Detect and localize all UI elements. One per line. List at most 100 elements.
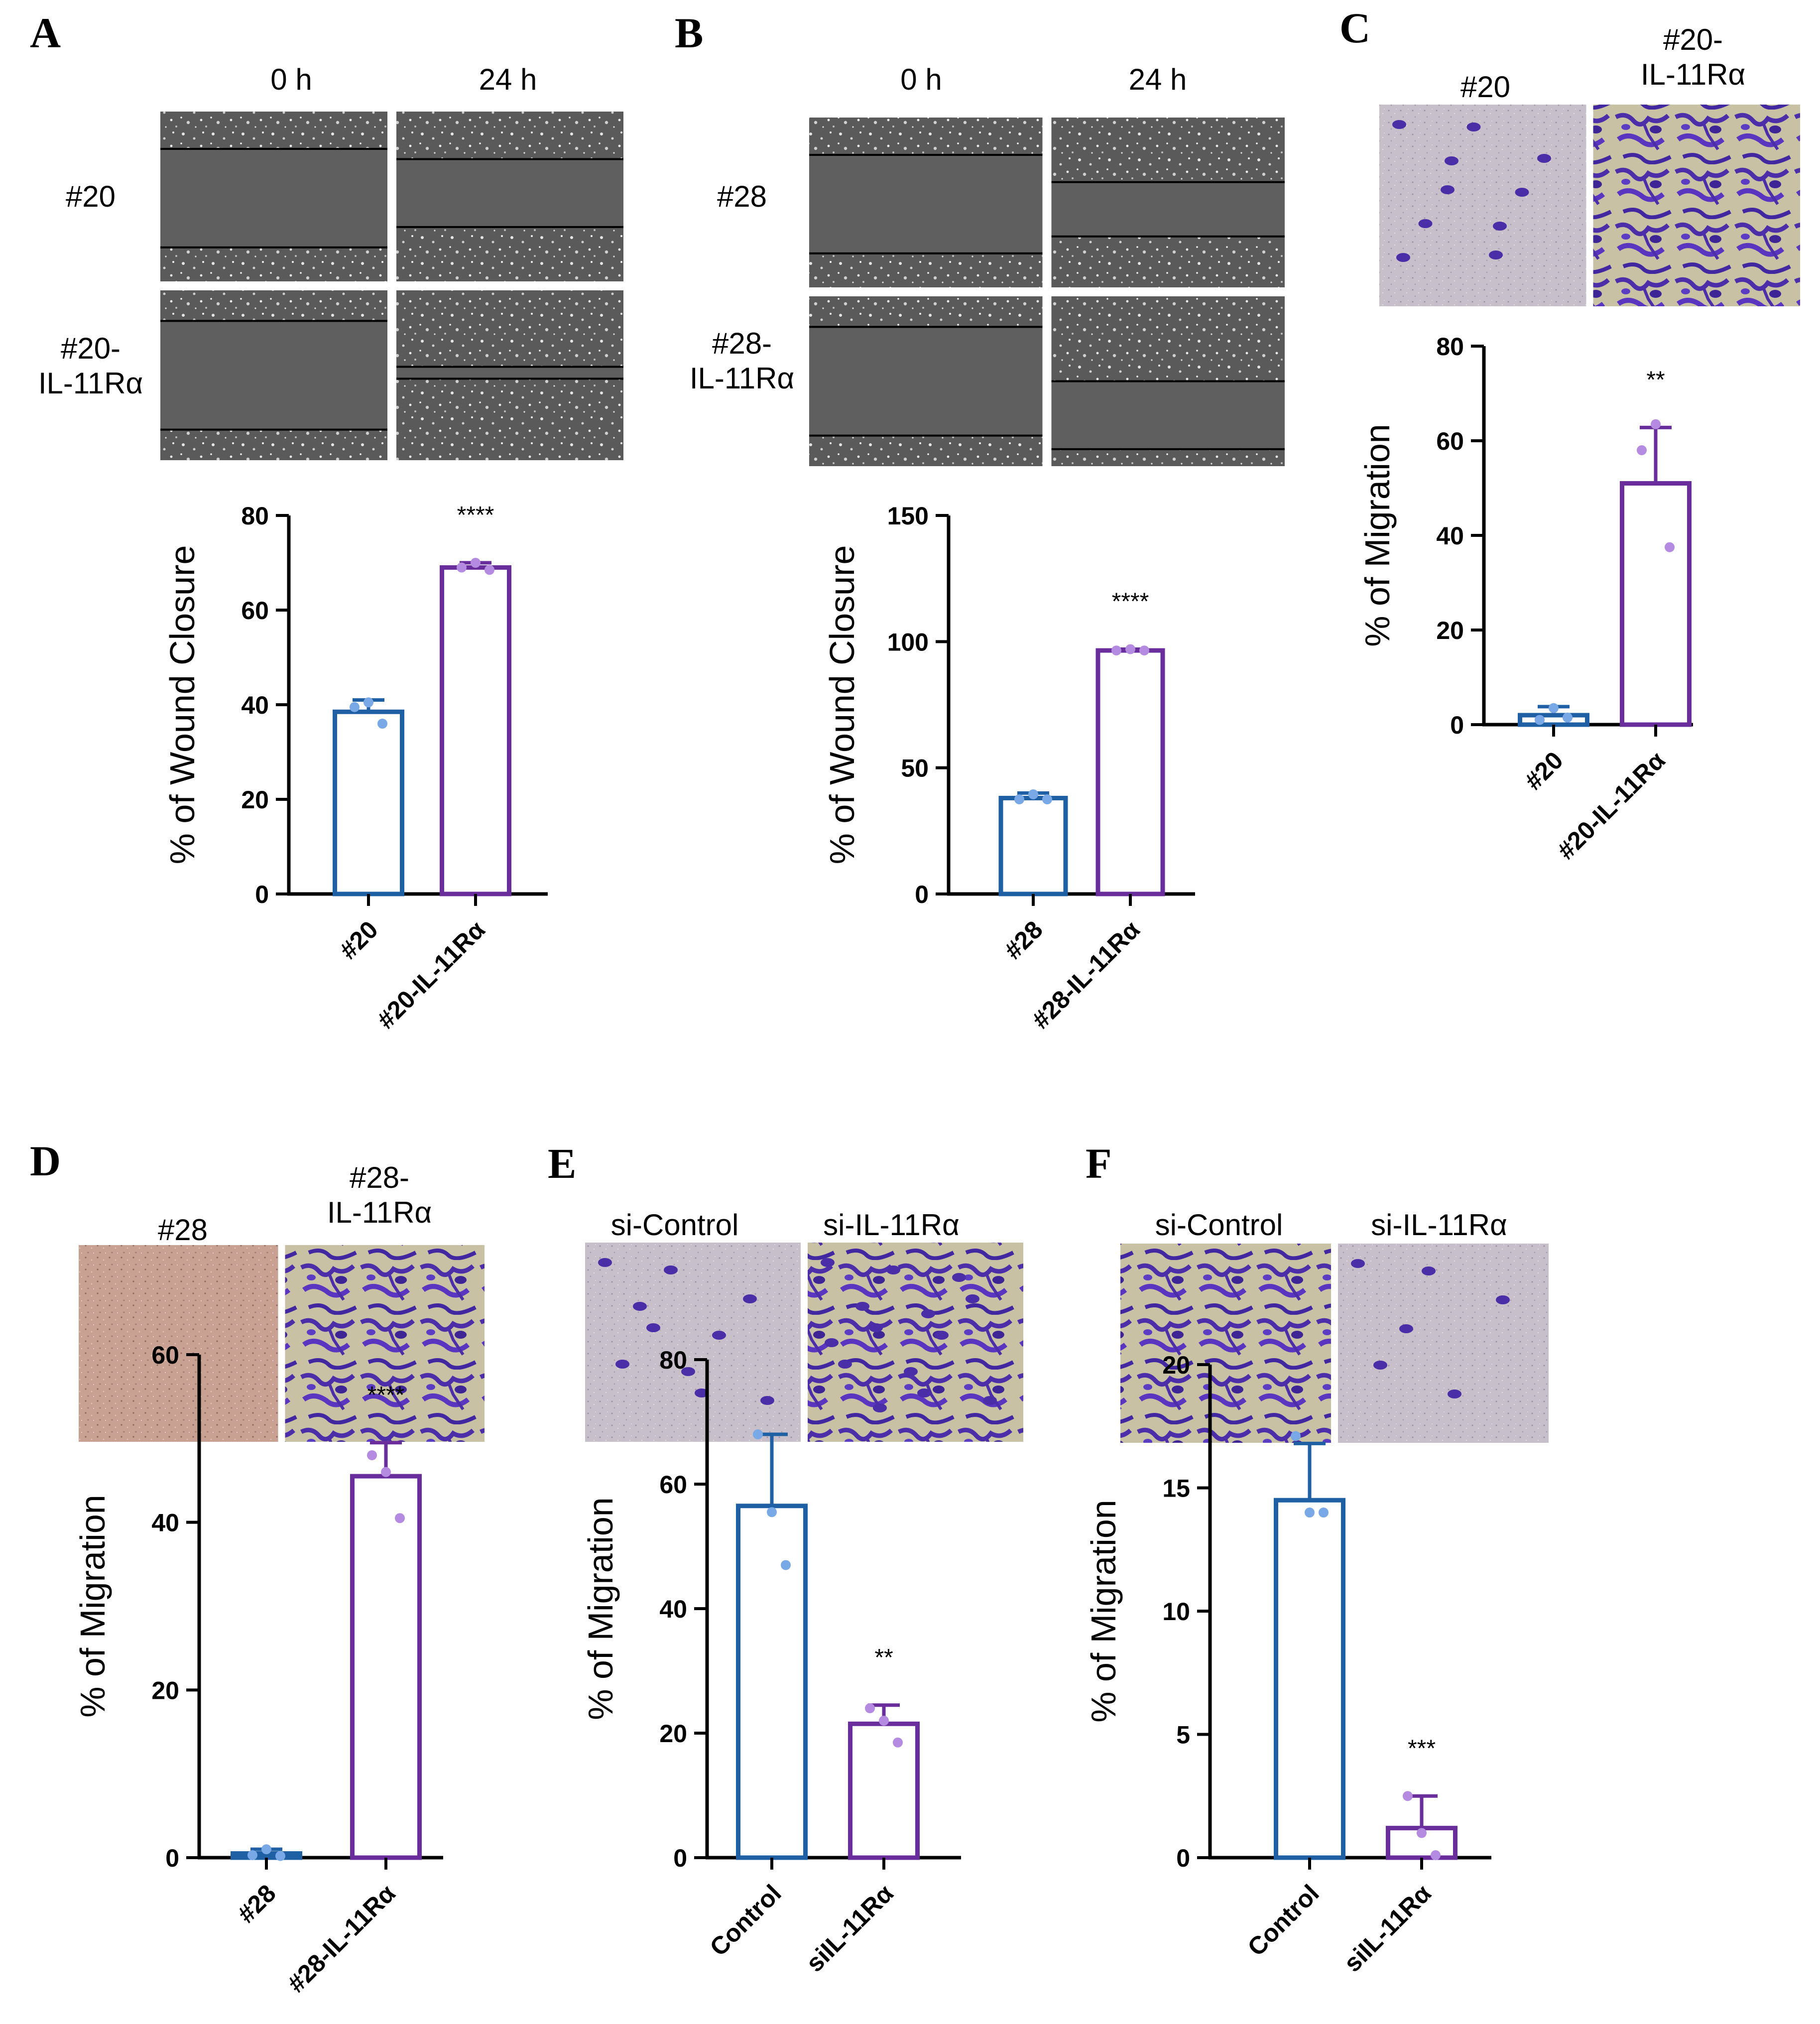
stained-cell xyxy=(1489,251,1503,259)
y-tick-label: 0 xyxy=(915,881,929,908)
data-point xyxy=(364,697,373,708)
transwell-micrograph xyxy=(79,1245,278,1442)
category-label: siIL-11Rα xyxy=(801,1879,899,1977)
stained-cell xyxy=(886,1265,900,1274)
significance-label: **** xyxy=(367,1382,405,1408)
panel-letter: E xyxy=(548,1139,576,1187)
y-tick-label: 0 xyxy=(1450,711,1464,739)
y-tick-label: 40 xyxy=(1436,522,1464,550)
stained-cell xyxy=(1373,1361,1387,1370)
image-header: IL-11Rα xyxy=(327,1196,432,1229)
y-tick-label: 20 xyxy=(241,786,269,814)
y-tick-label: 0 xyxy=(1176,1844,1190,1872)
image-header: si-Control xyxy=(1155,1208,1283,1242)
data-point xyxy=(753,1429,763,1439)
data-point xyxy=(1125,644,1135,654)
transwell-micrograph xyxy=(1593,105,1800,306)
stained-cell xyxy=(712,1331,726,1340)
y-axis-label: % of Migration xyxy=(1358,424,1397,646)
y-tick-label: 80 xyxy=(1436,333,1464,361)
stained-cell xyxy=(743,1294,757,1303)
wound-gap xyxy=(160,149,387,248)
stained-cell xyxy=(1441,185,1455,194)
stained-cell xyxy=(966,1294,979,1303)
bar xyxy=(440,565,511,896)
stained-cell xyxy=(935,1331,949,1340)
bar xyxy=(1518,713,1589,727)
y-axis-label: % of Migration xyxy=(73,1495,112,1717)
data-point xyxy=(781,1560,791,1570)
significance-label: **** xyxy=(457,502,494,528)
category-label: Control xyxy=(1242,1879,1325,1961)
panel-letter: F xyxy=(1086,1139,1112,1187)
data-point xyxy=(1139,645,1149,656)
data-point xyxy=(1535,715,1545,725)
bar xyxy=(333,709,404,896)
y-tick-label: 20 xyxy=(659,1720,687,1748)
y-tick-label: 80 xyxy=(659,1346,687,1374)
category-label: #20 xyxy=(1519,746,1569,795)
stained-cell xyxy=(598,1258,612,1267)
timepoint-header: 24 h xyxy=(479,63,537,96)
row-label: IL-11Rα xyxy=(690,362,794,395)
stained-cell xyxy=(1399,1324,1413,1333)
stained-cell xyxy=(873,1403,887,1412)
y-tick-label: 20 xyxy=(1162,1351,1190,1379)
y-axis-label: % of Wound Closure xyxy=(823,545,861,865)
stained-cell xyxy=(1448,1390,1461,1398)
stained-cell xyxy=(633,1302,647,1311)
data-point xyxy=(1637,445,1647,455)
wound-gap xyxy=(396,367,623,379)
y-tick-label: 40 xyxy=(241,691,269,719)
stained-cell xyxy=(921,1309,935,1318)
wound-gap xyxy=(1051,182,1285,237)
category-label: #28 xyxy=(999,915,1048,965)
data-point xyxy=(1417,1828,1427,1838)
category-label: siIL-11Rα xyxy=(1338,1879,1437,1977)
stained-cell xyxy=(869,1323,883,1332)
data-point xyxy=(485,565,494,575)
image-header: #20 xyxy=(1460,70,1510,104)
timepoint-header: 0 h xyxy=(270,63,312,96)
significance-label: ** xyxy=(874,1644,893,1671)
image-header: #28 xyxy=(158,1213,208,1247)
wound-gap xyxy=(396,159,623,227)
data-point xyxy=(350,702,360,712)
data-point xyxy=(1111,645,1121,656)
panel-letter: B xyxy=(675,9,703,57)
timepoint-header: 24 h xyxy=(1129,63,1187,96)
wound-gap xyxy=(809,155,1043,253)
data-point xyxy=(275,1851,285,1861)
bar xyxy=(1095,648,1165,896)
data-point xyxy=(1028,789,1038,799)
data-point xyxy=(367,1450,377,1460)
data-point xyxy=(1305,1508,1315,1518)
stained-cell xyxy=(825,1338,839,1347)
stained-cell xyxy=(1392,120,1406,129)
stained-cell xyxy=(681,1367,695,1376)
y-tick-label: 60 xyxy=(659,1471,687,1499)
stained-cell xyxy=(1515,188,1529,197)
data-point xyxy=(1651,419,1661,429)
data-point xyxy=(1014,794,1024,804)
y-axis-label: % of Migration xyxy=(1084,1500,1123,1722)
stained-cell xyxy=(952,1273,966,1282)
stained-cell xyxy=(1537,154,1551,163)
category-label: #20 xyxy=(334,915,383,965)
data-point xyxy=(767,1507,777,1518)
panel-letter: D xyxy=(30,1137,61,1185)
stained-cell xyxy=(1445,156,1458,165)
category-label: #28 xyxy=(232,1879,281,1928)
stained-cell xyxy=(695,1389,709,1397)
y-tick-label: 150 xyxy=(887,502,929,530)
y-tick-label: 15 xyxy=(1162,1475,1190,1503)
stained-cell xyxy=(1496,1295,1510,1304)
image-header: si-Control xyxy=(611,1208,739,1242)
stained-cell xyxy=(983,1396,997,1405)
y-axis-label: % of Wound Closure xyxy=(163,545,202,865)
bar xyxy=(848,1721,920,1860)
bar xyxy=(736,1504,808,1860)
data-point xyxy=(457,562,467,573)
panel-f: Fsi-Control si-IL-11Rα 0 5 10 15 20 % of Migrat… xyxy=(1084,1139,1549,1977)
